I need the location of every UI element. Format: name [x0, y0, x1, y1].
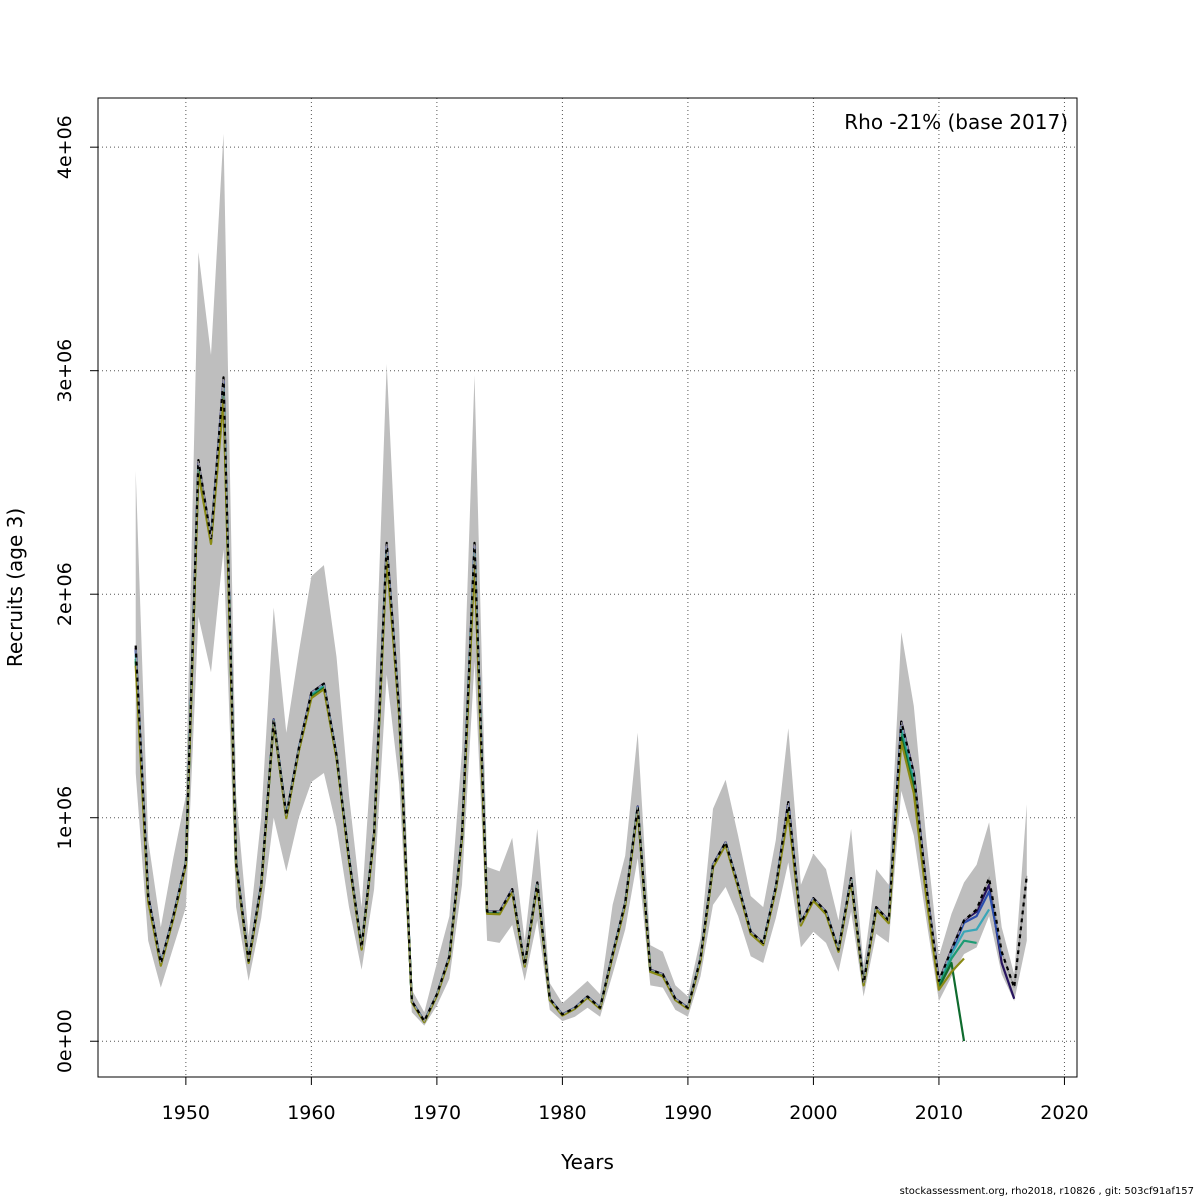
y-axis-title: Recruits (age 3) [3, 508, 27, 667]
x-tick-label: 2020 [1040, 1102, 1088, 1124]
x-tick-label: 2010 [915, 1102, 963, 1124]
x-tick-label: 1980 [538, 1102, 586, 1124]
y-axis: 0e+00 1e+06 2e+06 3e+06 4e+06 [54, 115, 99, 1073]
y-tick-label: 3e+06 [54, 339, 76, 403]
y-tick-label: 1e+06 [54, 786, 76, 850]
y-tick-label: 0e+00 [54, 1009, 76, 1073]
series-line-2017-overlay [135, 377, 1028, 1023]
series-layer [134, 376, 1028, 1042]
x-tick-label: 1950 [162, 1102, 210, 1124]
x-tick-label: 1960 [287, 1102, 335, 1124]
x-tick-label: 1970 [413, 1102, 461, 1124]
x-tick-label: 2000 [789, 1102, 837, 1124]
y-tick-label: 2e+06 [54, 562, 76, 626]
x-tick-label: 1990 [664, 1102, 712, 1124]
confidence-band-layer [135, 133, 1027, 1026]
series-line-2017 [134, 376, 1028, 1023]
rho-annotation: Rho -21% (base 2017) [844, 110, 1068, 134]
x-axis: 1950 1960 1970 1980 1990 2000 2010 2020 [162, 1076, 1089, 1124]
y-tick-label: 4e+06 [54, 115, 76, 179]
x-axis-title: Years [560, 1150, 614, 1174]
confidence-band [135, 133, 1027, 1026]
footer-credit: stockassessment.org, rho2018, r10826 , g… [899, 1186, 1194, 1197]
